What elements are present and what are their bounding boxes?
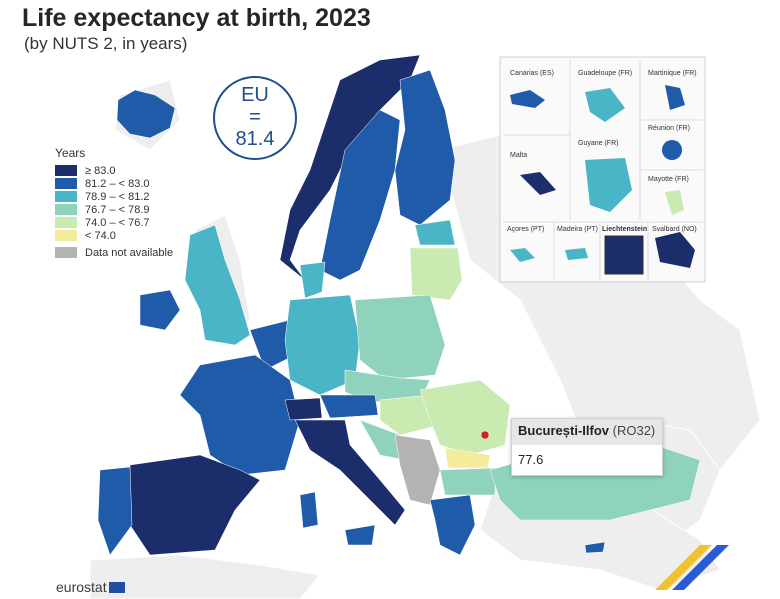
legend-label: 81.2 – < 83.0 (85, 177, 150, 190)
legend-item-na[interactable]: Data not available (55, 246, 173, 259)
eu-average-badge: EU = 81.4 (213, 76, 297, 160)
tooltip-region-code: (RO32) (612, 423, 656, 438)
legend-label: 74.0 – < 76.7 (85, 216, 150, 229)
inset-label-martinique: Martinique (FR) (648, 70, 697, 77)
region-sardinia[interactable] (299, 491, 319, 529)
tooltip-value: 77.6 (518, 452, 544, 467)
legend: Years ≥ 83.0 81.2 – < 83.0 78.9 – < 81.2… (55, 146, 173, 259)
legend-label: Data not available (85, 246, 174, 259)
inset-canarias-shape (510, 90, 545, 108)
inset-label-liechtenstein: Liechtenstein (602, 226, 648, 233)
region-norway[interactable] (279, 54, 421, 281)
eu-badge-value: 81.4 (235, 128, 275, 150)
region-bucuresti-ilfov[interactable] (480, 430, 490, 440)
eurostat-logo-text: eurostat (56, 579, 107, 595)
inset-liechtenstein-shape (604, 235, 644, 275)
eu-flag-icon (108, 582, 125, 593)
region-latvia-lithuania[interactable] (409, 247, 463, 301)
legend-swatch (55, 165, 77, 176)
inset-mayotte-shape (665, 190, 684, 215)
inset-label-madeira: Madeira (PT) (557, 226, 598, 233)
region-greece[interactable] (429, 494, 476, 556)
inset-label-guadeloupe: Guadeloupe (FR) (578, 70, 633, 77)
region-switzerland[interactable] (284, 397, 323, 421)
inset-label-reunion: Réunion (FR) (648, 125, 691, 132)
inset-guyane-shape (585, 158, 632, 212)
insets-panel (499, 56, 706, 283)
legend-label: 78.9 – < 81.2 (85, 190, 150, 203)
legend-swatch (55, 217, 77, 228)
region-romania[interactable] (419, 379, 511, 456)
legend-item[interactable]: < 74.0 (55, 229, 173, 242)
inset-label-malta: Malta (510, 152, 528, 159)
tooltip-region-name: București-Ilfov (518, 423, 610, 438)
eu-badge-eq: = (249, 106, 261, 128)
page-subtitle: (by NUTS 2, in years) (24, 34, 188, 53)
region-tooltip: București-Ilfov (RO32) 77.6 (511, 418, 663, 476)
legend-title: Years (55, 146, 86, 160)
region-france[interactable] (179, 354, 301, 476)
legend-item[interactable]: 78.9 – < 81.2 (55, 190, 173, 203)
inset-reunion-shape (662, 140, 682, 160)
region-iceland[interactable] (116, 89, 176, 139)
region-austria[interactable] (319, 394, 379, 419)
region-finland[interactable] (394, 69, 456, 226)
region-italy[interactable] (294, 419, 406, 526)
region-cyprus[interactable] (584, 541, 606, 554)
legend-item[interactable]: 76.7 – < 78.9 (55, 203, 173, 216)
legend-item[interactable]: ≥ 83.0 (55, 164, 173, 177)
eurostat-decor-icon (655, 545, 729, 590)
region-estonia[interactable] (414, 219, 456, 246)
region-uk[interactable] (184, 224, 251, 346)
inset-svalbard-shape (655, 232, 695, 268)
legend-swatch (55, 191, 77, 202)
inset-label-svalbard: Svalbard (NO) (652, 226, 697, 233)
page-title: Life expectancy at birth, 2023 (22, 4, 371, 32)
region-sweden[interactable] (319, 109, 401, 281)
inset-label-mayotte: Mayotte (FR) (648, 176, 689, 183)
eu-badge-label: EU (241, 84, 269, 106)
legend-label: < 74.0 (85, 229, 116, 242)
inset-label-canarias: Canarias (ES) (510, 70, 554, 77)
inset-madeira-shape (565, 248, 588, 260)
region-portugal[interactable] (97, 466, 133, 556)
inset-label-guyane: Guyane (FR) (578, 140, 619, 147)
region-poland[interactable] (354, 294, 446, 381)
inset-label-acores: Açores (PT) (507, 226, 545, 233)
inset-martinique-shape (665, 85, 685, 110)
region-sicily[interactable] (344, 524, 376, 546)
legend-swatch (55, 204, 77, 215)
region-romania-south[interactable] (444, 447, 491, 469)
tooltip-header: București-Ilfov (RO32) (512, 419, 662, 445)
eurostat-logo[interactable]: eurostat (56, 579, 125, 595)
legend-label: 76.7 – < 78.9 (85, 203, 150, 216)
legend-swatch (55, 247, 77, 258)
inset-guadeloupe-shape (585, 88, 625, 122)
legend-label: ≥ 83.0 (85, 164, 116, 177)
inset-malta-shape (520, 172, 556, 195)
region-ireland[interactable] (139, 289, 181, 331)
region-balkans-na[interactable] (394, 434, 441, 506)
region-denmark[interactable] (299, 261, 326, 299)
legend-swatch (55, 178, 77, 189)
legend-swatch (55, 230, 77, 241)
legend-item[interactable]: 74.0 – < 76.7 (55, 216, 173, 229)
region-spain[interactable] (129, 454, 261, 556)
region-bulgaria[interactable] (439, 467, 496, 496)
legend-item[interactable]: 81.2 – < 83.0 (55, 177, 173, 190)
inset-acores-shape (510, 248, 535, 262)
region-germany[interactable] (284, 294, 361, 396)
